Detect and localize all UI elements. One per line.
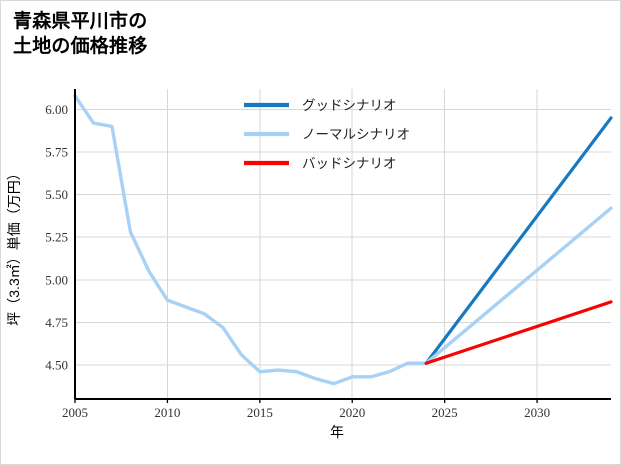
series-group	[73, 94, 613, 386]
x-tick-label: 2030	[524, 405, 550, 420]
y-axis-label: 坪（3.3㎡）単価（万円）	[6, 166, 22, 325]
legend-label: ノーマルシナリオ	[302, 127, 410, 142]
x-tick-label: 2005	[62, 405, 88, 420]
x-tick-label: 2020	[339, 405, 365, 420]
x-axis-label: 年	[330, 424, 344, 440]
y-tick-label: 5.25	[45, 230, 68, 245]
legend-label: バッドシナリオ	[302, 156, 397, 171]
x-tick-label: 2015	[247, 405, 273, 420]
series-line	[424, 206, 613, 365]
y-tick-labels: 4.50 4.75 5.00 5.25 5.50 5.75 6.00	[45, 102, 68, 372]
y-tick-label: 5.00	[45, 272, 68, 287]
x-tick-label: 2025	[432, 405, 458, 420]
page-title: 青森県平川市の 土地の価格推移	[13, 11, 148, 58]
y-tick-label: 4.75	[45, 315, 68, 330]
legend-label: グッドシナリオ	[302, 98, 397, 113]
x-tick-labels: 2005 2010 2015 2020 2025 2030	[62, 405, 550, 420]
y-tick-label: 4.50	[45, 357, 68, 372]
series-line	[73, 94, 428, 386]
y-tick-label: 6.00	[45, 102, 68, 117]
series-line	[424, 300, 613, 365]
y-tick-label: 5.75	[45, 145, 68, 160]
series-line	[424, 116, 613, 365]
y-tick-label: 5.50	[45, 187, 68, 202]
axis-spines	[74, 89, 611, 400]
x-tick-label: 2010	[154, 405, 180, 420]
